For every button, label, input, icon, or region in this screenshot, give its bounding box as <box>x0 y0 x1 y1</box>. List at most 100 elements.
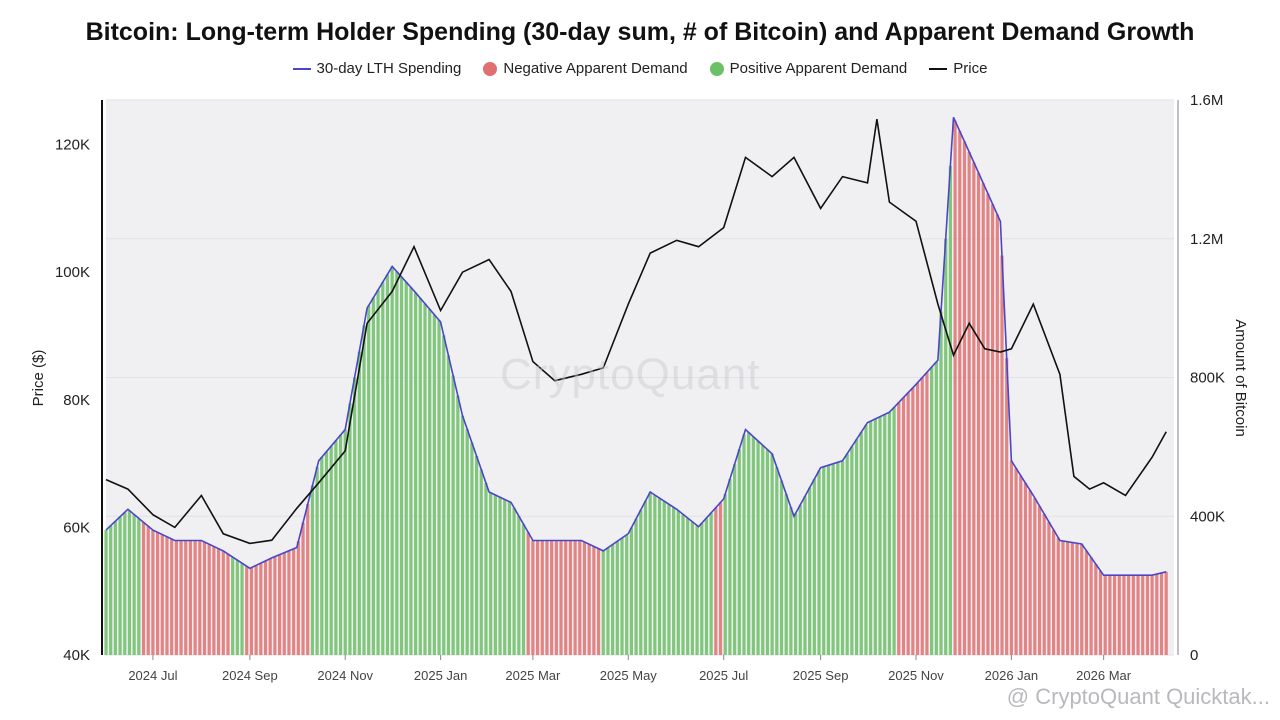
legend-item-price[interactable]: Price <box>929 60 987 77</box>
x-tick-label: 2024 Jul <box>128 668 177 683</box>
demand-bar <box>212 546 216 655</box>
demand-bar <box>686 517 690 655</box>
demand-bar <box>1042 514 1046 655</box>
demand-bar <box>578 540 582 655</box>
demand-bar <box>751 436 755 655</box>
demand-bar <box>733 464 737 655</box>
x-tick-label: 2024 Sep <box>222 668 278 683</box>
demand-bar <box>235 560 239 655</box>
demand-bar <box>432 314 436 655</box>
demand-bar <box>395 271 399 655</box>
demand-bar <box>1023 483 1028 655</box>
demand-bar <box>770 453 774 655</box>
demand-bar <box>976 172 981 655</box>
demand-bar <box>456 395 460 655</box>
demand-bar <box>845 453 849 655</box>
legend-label: 30-day LTH Spending <box>316 60 462 77</box>
demand-bar <box>798 504 802 655</box>
demand-bar <box>259 563 263 655</box>
demand-bar <box>1014 468 1018 655</box>
legend-item-positive-demand[interactable]: Positive Apparent Demand <box>709 60 907 77</box>
demand-bar <box>737 449 741 655</box>
y-left-tick-label: 120K <box>55 137 90 154</box>
demand-bar <box>784 493 788 655</box>
demand-bar <box>765 449 770 655</box>
demand-bar <box>296 541 300 655</box>
y-right-tick-label: 1.6M <box>1190 92 1223 109</box>
demand-bar <box>676 510 680 655</box>
demand-bar <box>465 429 469 655</box>
y-axis-left-label: Price ($) <box>30 350 47 407</box>
legend-dot-swatch <box>709 61 724 76</box>
demand-bar <box>1070 542 1074 655</box>
demand-bar <box>779 480 784 655</box>
demand-bar <box>113 521 117 655</box>
demand-bar <box>409 287 413 655</box>
legend-item-negative-demand[interactable]: Negative Apparent Demand <box>483 60 688 77</box>
demand-bar <box>897 402 901 655</box>
demand-bar <box>1103 575 1107 655</box>
demand-bar <box>601 550 605 655</box>
demand-bar <box>1009 460 1013 655</box>
y-left-tick-label: 100K <box>55 264 90 281</box>
demand-bar <box>512 507 516 655</box>
demand-bar <box>531 540 535 655</box>
demand-bar <box>559 540 563 655</box>
legend-item-lth-spending[interactable]: 30-day LTH Spending <box>292 60 462 77</box>
demand-bar <box>484 482 488 655</box>
legend-line-swatch <box>292 67 311 70</box>
demand-bar <box>972 162 976 655</box>
demand-bar <box>873 418 877 655</box>
demand-bar <box>545 540 549 655</box>
demand-bar <box>812 479 816 655</box>
demand-bar <box>587 544 591 655</box>
demand-bar <box>709 512 713 655</box>
demand-bar <box>822 466 826 655</box>
demand-bar <box>179 540 183 655</box>
demand-bar <box>123 512 127 655</box>
demand-bar <box>184 540 188 655</box>
demand-bar <box>1019 475 1023 655</box>
demand-bar <box>934 361 938 655</box>
demand-bar <box>695 525 699 655</box>
x-tick-label: 2024 Nov <box>317 668 373 683</box>
demand-bar <box>615 541 619 655</box>
demand-bar <box>1028 490 1032 655</box>
demand-bar <box>564 540 568 655</box>
demand-bar <box>437 320 441 655</box>
demand-bar <box>854 439 859 655</box>
demand-bar <box>216 548 221 655</box>
demand-bar <box>489 492 493 655</box>
demand-bar <box>939 311 943 655</box>
demand-bar <box>273 556 277 655</box>
demand-bar <box>507 501 512 655</box>
demand-bar <box>620 537 624 655</box>
demand-bar <box>662 501 666 655</box>
x-tick-label: 2025 Nov <box>888 668 944 683</box>
demand-bar <box>1075 543 1079 655</box>
demand-bar <box>1112 575 1117 655</box>
demand-bar <box>442 335 446 655</box>
demand-bar <box>287 550 291 655</box>
demand-bar <box>672 507 676 655</box>
legend-line-swatch <box>929 67 948 70</box>
demand-bar <box>282 552 286 655</box>
demand-bar <box>690 521 694 655</box>
demand-bar <box>700 523 704 655</box>
demand-bar <box>864 424 868 655</box>
x-tick-label: 2025 Jan <box>414 668 468 683</box>
legend-label: Negative Apparent Demand <box>503 60 688 77</box>
demand-bar <box>245 566 249 655</box>
demand-bar <box>310 485 315 655</box>
demand-bar <box>306 504 310 655</box>
demand-bar <box>226 553 230 655</box>
demand-bar <box>629 527 633 655</box>
demand-bar <box>648 491 652 655</box>
demand-bar <box>573 540 577 655</box>
y-left-tick-label: 40K <box>63 647 90 664</box>
demand-bar <box>681 514 685 655</box>
demand-bar <box>160 534 164 655</box>
demand-bar <box>404 282 408 655</box>
demand-bar <box>240 563 244 655</box>
